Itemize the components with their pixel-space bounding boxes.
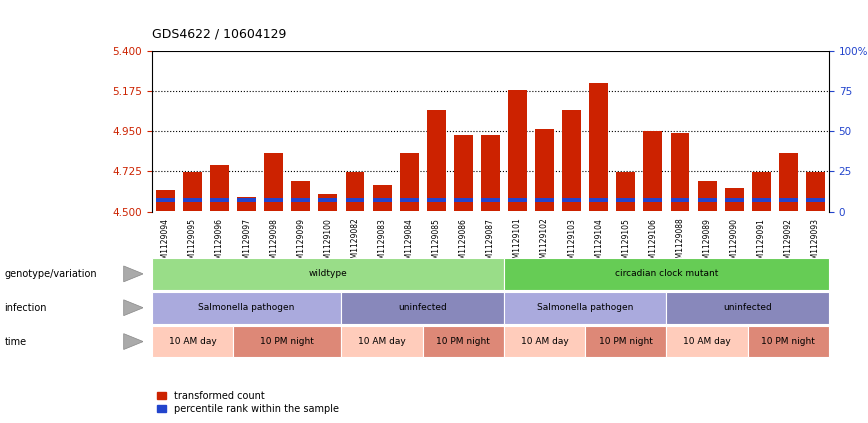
Bar — [535, 198, 554, 202]
Bar — [562, 110, 582, 212]
Text: 10 PM night: 10 PM night — [761, 337, 815, 346]
Text: 10 PM night: 10 PM night — [437, 337, 490, 346]
Bar — [427, 198, 446, 202]
Text: 10 PM night: 10 PM night — [599, 337, 653, 346]
Bar — [210, 198, 229, 202]
Bar — [399, 153, 418, 212]
Bar — [806, 172, 825, 212]
Bar — [292, 181, 311, 212]
Bar — [562, 198, 582, 202]
Text: Salmonella pathogen: Salmonella pathogen — [537, 303, 634, 312]
Text: wildtype: wildtype — [308, 269, 347, 278]
Bar — [481, 135, 500, 212]
Bar — [643, 198, 662, 202]
Bar — [616, 172, 635, 212]
Bar — [210, 165, 229, 212]
Bar — [752, 172, 771, 212]
Text: uninfected: uninfected — [723, 303, 772, 312]
Text: infection: infection — [4, 303, 47, 313]
Bar — [372, 198, 391, 202]
Polygon shape — [123, 334, 143, 349]
Bar — [345, 172, 365, 212]
Text: circadian clock mutant: circadian clock mutant — [615, 269, 718, 278]
Polygon shape — [123, 300, 143, 316]
Bar — [508, 198, 527, 202]
Text: genotype/variation: genotype/variation — [4, 269, 97, 279]
Bar — [454, 198, 473, 202]
Bar — [237, 197, 256, 212]
Bar — [643, 131, 662, 212]
Bar — [725, 188, 744, 212]
Legend: transformed count, percentile rank within the sample: transformed count, percentile rank withi… — [157, 391, 339, 414]
Text: 10 AM day: 10 AM day — [521, 337, 569, 346]
Bar — [698, 181, 717, 212]
Text: 10 AM day: 10 AM day — [683, 337, 731, 346]
Text: 10 PM night: 10 PM night — [260, 337, 314, 346]
Bar — [292, 198, 311, 202]
Bar — [264, 198, 283, 202]
Bar — [319, 198, 338, 202]
Bar — [589, 83, 608, 212]
Bar — [237, 198, 256, 202]
Bar — [264, 153, 283, 212]
Bar — [752, 198, 771, 202]
Text: time: time — [4, 337, 26, 346]
Bar — [779, 198, 798, 202]
Bar — [319, 194, 338, 212]
Text: 10 AM day: 10 AM day — [168, 337, 216, 346]
Bar — [670, 198, 689, 202]
Bar — [698, 198, 717, 202]
Bar — [427, 110, 446, 212]
Bar — [508, 90, 527, 212]
Bar — [589, 198, 608, 202]
Bar — [345, 198, 365, 202]
Text: uninfected: uninfected — [398, 303, 447, 312]
Bar — [779, 153, 798, 212]
Text: 10 AM day: 10 AM day — [358, 337, 406, 346]
Text: Salmonella pathogen: Salmonella pathogen — [199, 303, 295, 312]
Bar — [183, 172, 202, 212]
Bar — [156, 198, 175, 202]
Bar — [725, 198, 744, 202]
Text: GDS4622 / 10604129: GDS4622 / 10604129 — [152, 27, 286, 40]
Bar — [454, 135, 473, 212]
Polygon shape — [123, 266, 143, 282]
Bar — [156, 190, 175, 212]
Bar — [481, 198, 500, 202]
Bar — [372, 185, 391, 212]
Bar — [806, 198, 825, 202]
Bar — [670, 133, 689, 212]
Bar — [616, 198, 635, 202]
Bar — [399, 198, 418, 202]
Bar — [535, 129, 554, 212]
Bar — [183, 198, 202, 202]
